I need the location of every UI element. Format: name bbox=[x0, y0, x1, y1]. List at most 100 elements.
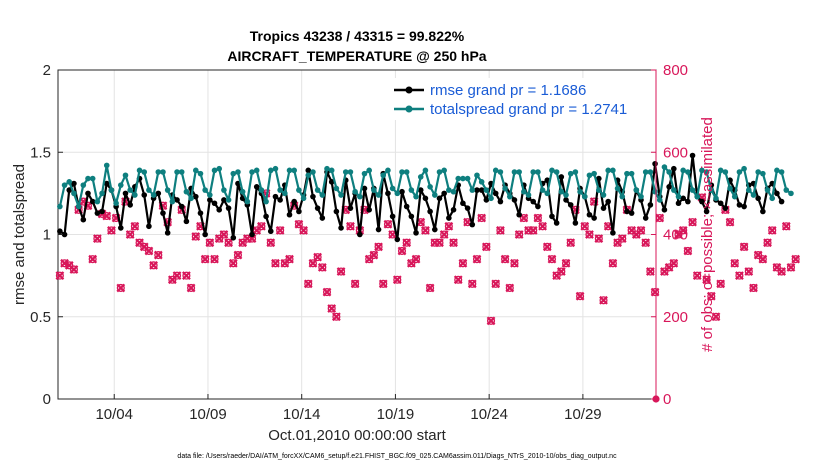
rmse-point bbox=[117, 225, 124, 231]
obs-assimilated-marker bbox=[669, 258, 679, 268]
totalspread-point bbox=[408, 187, 415, 193]
totalspread-point bbox=[366, 167, 372, 174]
totalspread-point bbox=[492, 167, 499, 174]
obs-assimilated-marker bbox=[144, 246, 154, 256]
obs-assimilated-marker bbox=[585, 230, 594, 239]
obs-assimilated-marker bbox=[561, 258, 571, 268]
obs-assimilated-marker bbox=[486, 316, 496, 326]
obs-assimilated-marker bbox=[730, 258, 740, 268]
obs-assimilated-marker bbox=[210, 254, 219, 264]
obs-possible-marker bbox=[594, 234, 603, 243]
totalspread-point bbox=[530, 169, 537, 175]
totalspread-point bbox=[717, 167, 724, 174]
legend-totalspread-marker bbox=[405, 105, 413, 113]
obs-possible-marker bbox=[754, 251, 763, 260]
totalspread-point bbox=[760, 170, 766, 177]
obs-possible-marker bbox=[337, 267, 346, 276]
obs-assimilated-marker bbox=[758, 254, 768, 264]
rmse-point bbox=[591, 215, 597, 221]
totalspread-point bbox=[202, 187, 208, 193]
totalspread-point bbox=[539, 187, 546, 193]
obs-assimilated-marker bbox=[467, 279, 477, 289]
obs-assimilated-marker bbox=[392, 275, 402, 285]
totalspread-point bbox=[422, 167, 429, 174]
obs-possible-marker bbox=[266, 238, 275, 247]
obs-possible-marker bbox=[257, 222, 266, 231]
obs-possible-marker bbox=[88, 255, 97, 264]
rmse-point bbox=[319, 215, 326, 221]
legend-totalspread-label: totalspread grand pr = 1.2741 bbox=[430, 101, 627, 118]
totalspread-point bbox=[357, 193, 363, 200]
obs-assimilated-marker bbox=[716, 279, 726, 289]
obs-possible-marker bbox=[768, 226, 777, 235]
obs-assimilated-marker bbox=[608, 258, 618, 268]
rmse-point bbox=[703, 208, 710, 215]
totalspread-point bbox=[511, 169, 518, 175]
totalspread-point bbox=[89, 175, 96, 182]
rmse-point bbox=[478, 187, 485, 193]
obs-possible-marker bbox=[379, 279, 388, 288]
obs-possible-marker bbox=[332, 312, 341, 321]
obs-possible-marker bbox=[351, 279, 360, 288]
obs-possible-marker bbox=[707, 292, 716, 301]
rmse-point bbox=[778, 198, 785, 205]
obs-assimilated-marker bbox=[542, 242, 552, 252]
totalspread-point bbox=[769, 195, 776, 202]
obs-possible-marker bbox=[501, 255, 510, 264]
obs-possible-marker bbox=[791, 255, 800, 264]
totalspread-point bbox=[282, 190, 288, 197]
totalspread-point bbox=[277, 187, 283, 193]
rmse-point bbox=[385, 190, 391, 197]
totalspread-point bbox=[788, 190, 794, 197]
rmse-point bbox=[572, 220, 579, 226]
obs-assimilated-marker bbox=[102, 211, 112, 221]
totalspread-point bbox=[249, 169, 255, 175]
totalspread-point bbox=[389, 185, 396, 192]
totalspread-point bbox=[647, 169, 654, 175]
totalspread-point bbox=[230, 170, 237, 177]
totalspread-point bbox=[464, 175, 471, 182]
obs-assimilated-marker bbox=[453, 275, 463, 285]
totalspread-point bbox=[221, 187, 227, 193]
obs-possible-marker bbox=[365, 255, 374, 264]
obs-possible-marker bbox=[93, 234, 102, 243]
obs-possible-marker bbox=[144, 246, 153, 256]
rmse-point bbox=[535, 203, 541, 210]
obs-assimilated-marker bbox=[186, 283, 196, 293]
totalspread-point bbox=[638, 193, 644, 200]
left-y-tick-label: 0 bbox=[43, 391, 51, 408]
totalspread-point bbox=[399, 169, 405, 175]
rmse-point bbox=[408, 213, 415, 220]
x-tick-label: 10/19 bbox=[377, 406, 415, 423]
totalspread-point bbox=[169, 198, 176, 205]
totalspread-point bbox=[178, 169, 185, 175]
totalspread-point bbox=[741, 165, 747, 172]
rmse-point bbox=[394, 236, 401, 243]
totalspread-point bbox=[624, 170, 630, 177]
rmse-point bbox=[85, 190, 91, 197]
totalspread-point bbox=[525, 192, 532, 198]
obs-assimilated-marker bbox=[322, 287, 332, 297]
right-y-tick-label: 0 bbox=[663, 391, 671, 408]
obs-assimilated-marker bbox=[383, 219, 393, 229]
obs-assimilated-marker bbox=[692, 271, 702, 281]
obs-assimilated-marker bbox=[275, 226, 285, 235]
totalspread-point bbox=[563, 192, 569, 198]
obs-possible-marker bbox=[772, 263, 781, 272]
rmse-point bbox=[464, 205, 471, 211]
totalspread-point bbox=[577, 188, 583, 195]
tick-layer: 10/04 10/09 10/14 10/19 10/24 10/2900.511.520… bbox=[30, 62, 688, 423]
right-y-tick-label: 600 bbox=[663, 144, 688, 161]
obs-possible-marker bbox=[557, 267, 566, 276]
obs-assimilated-marker bbox=[594, 234, 604, 243]
rmse-point bbox=[305, 167, 312, 174]
totalspread-point bbox=[652, 188, 658, 195]
obs-possible-marker bbox=[318, 263, 327, 272]
totalspread-point bbox=[713, 195, 719, 202]
totalspread-point bbox=[694, 193, 701, 200]
totalspread-point bbox=[258, 187, 265, 193]
rmse-point bbox=[549, 213, 555, 220]
obs-possible-marker bbox=[538, 222, 547, 231]
obs-assimilated-marker bbox=[538, 221, 547, 231]
totalspread-point bbox=[403, 169, 410, 175]
